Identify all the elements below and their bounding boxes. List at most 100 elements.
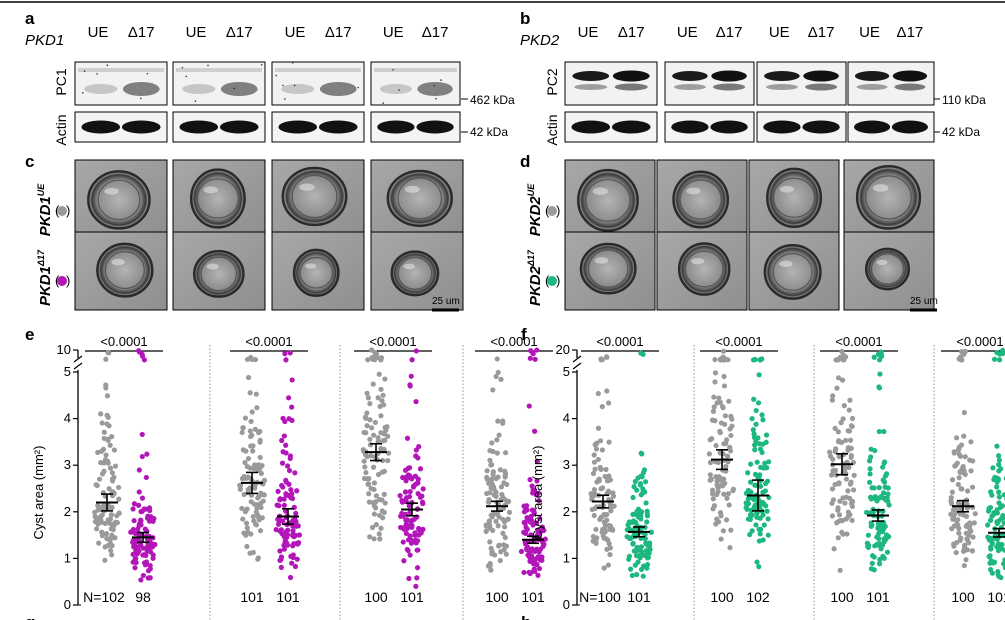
data-point	[287, 455, 293, 461]
data-point	[869, 553, 876, 559]
marker-110kda: 110 kDa	[942, 93, 986, 107]
data-point	[720, 348, 727, 354]
data-point	[363, 430, 369, 436]
data-point	[382, 500, 388, 506]
data-point	[400, 539, 406, 545]
data-point	[643, 500, 649, 506]
data-point	[244, 525, 250, 531]
micrograph-c-cyst	[189, 168, 246, 229]
band	[673, 84, 706, 90]
data-point	[277, 496, 283, 502]
band-actin	[571, 120, 611, 134]
data-point	[963, 513, 970, 519]
data-point	[745, 470, 751, 476]
data-point	[634, 571, 640, 578]
data-point	[848, 423, 855, 429]
data-point	[630, 540, 636, 546]
data-point	[728, 527, 734, 533]
data-point	[868, 496, 874, 502]
micrograph-d-cyst-highlight	[691, 258, 705, 265]
data-point	[375, 438, 381, 445]
significance-label: <0.0001	[245, 334, 292, 349]
speck	[233, 87, 235, 90]
y-tick-label: 3	[64, 457, 71, 472]
legend-dot-d17-c	[57, 276, 67, 286]
data-point	[529, 483, 535, 489]
data-point	[968, 528, 974, 534]
data-point	[955, 517, 961, 523]
data-point	[248, 443, 254, 449]
data-point	[882, 473, 889, 479]
data-point	[876, 385, 883, 391]
data-point	[885, 491, 891, 497]
data-point	[729, 416, 735, 422]
data-point	[832, 448, 838, 455]
lane-label-d17: Δ17	[897, 24, 924, 41]
data-point	[136, 489, 142, 495]
data-point	[756, 474, 762, 480]
data-point	[747, 531, 753, 538]
data-point	[599, 404, 605, 410]
svg-text:PKD1UE: PKD1UE	[36, 183, 54, 237]
data-point	[1002, 547, 1005, 553]
data-point	[401, 525, 407, 531]
data-point	[881, 428, 887, 435]
data-point	[955, 500, 961, 506]
data-point	[483, 528, 489, 534]
data-point	[593, 540, 599, 546]
data-point	[996, 489, 1002, 495]
micrograph-c-cyst	[292, 248, 340, 297]
data-point	[100, 446, 107, 452]
data-point	[255, 462, 262, 468]
blot-box-b-2	[664, 61, 755, 106]
speck	[293, 84, 296, 87]
data-point	[752, 447, 758, 453]
data-point	[149, 541, 155, 547]
data-point	[242, 509, 248, 515]
blots-a	[74, 61, 461, 143]
data-point	[628, 535, 634, 542]
data-point	[366, 476, 372, 482]
y-tick-label: 1	[563, 550, 570, 565]
data-point	[880, 553, 886, 559]
y-axis-label: Cyst area (mm²)	[31, 446, 46, 540]
data-point	[721, 373, 727, 380]
y-tick-label: 0	[563, 597, 570, 612]
data-point	[407, 488, 413, 495]
data-point	[98, 518, 104, 524]
n-label: 98	[135, 589, 151, 605]
data-point	[537, 554, 543, 560]
data-point	[102, 520, 108, 527]
data-point	[289, 560, 295, 566]
n-label: 102	[746, 589, 770, 605]
data-point	[751, 431, 757, 437]
data-point	[489, 462, 495, 468]
data-point	[625, 522, 631, 528]
data-point	[865, 532, 872, 538]
data-point	[129, 529, 135, 535]
data-point	[956, 525, 962, 531]
micrograph-d-cyst-highlight	[779, 260, 793, 268]
data-point	[105, 460, 111, 466]
data-point	[412, 530, 418, 536]
n-label: 100	[830, 589, 854, 605]
data-point	[708, 476, 714, 482]
data-point	[724, 437, 730, 443]
data-point	[502, 468, 508, 474]
data-point	[375, 435, 381, 441]
data-point	[417, 466, 424, 472]
band-actin	[763, 120, 801, 134]
data-point	[140, 572, 146, 579]
micrograph-c-cyst-highlight	[111, 258, 125, 266]
micrograph-d-cyst	[766, 167, 823, 228]
data-point	[948, 501, 955, 507]
data-point	[249, 409, 255, 415]
data-point	[489, 440, 495, 446]
data-point	[294, 488, 300, 494]
data-point	[999, 541, 1005, 548]
axis-break-mark	[572, 355, 582, 363]
chart-f: 0 1 2 3 4 5 20 Cyst area (mm²) <0.0001 N=100 101 <0…	[530, 334, 1005, 620]
data-point	[869, 560, 875, 566]
data-point	[99, 420, 105, 426]
